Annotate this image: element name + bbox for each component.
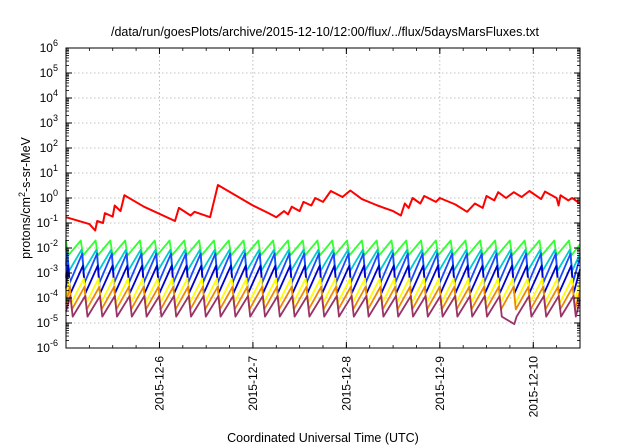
y-tick-base: 10 bbox=[40, 116, 54, 130]
y-tick-label: 10-2 bbox=[37, 238, 58, 255]
y-tick-exp: 1 bbox=[53, 163, 58, 173]
y-tick-label: 10-6 bbox=[37, 338, 58, 355]
y-tick-exp: -4 bbox=[50, 288, 58, 298]
y-tick-base: 10 bbox=[40, 141, 54, 155]
series-line bbox=[65, 295, 581, 325]
y-tick-base: 10 bbox=[37, 241, 51, 255]
y-tick-label: 10-4 bbox=[37, 288, 58, 305]
y-tick-exp: -2 bbox=[50, 238, 58, 248]
y-tick-base: 10 bbox=[40, 91, 54, 105]
y-tick-exp: 5 bbox=[53, 63, 58, 73]
y-tick-exp: -1 bbox=[50, 213, 58, 223]
y-tick-base: 10 bbox=[37, 341, 51, 355]
y-tick-label: 101 bbox=[40, 163, 58, 180]
y-tick-exp: 0 bbox=[53, 188, 58, 198]
x-tick-label: 2015-12-7 bbox=[246, 356, 260, 411]
y-tick-base: 10 bbox=[37, 216, 51, 230]
y-tick-base: 10 bbox=[37, 266, 51, 280]
y-tick-exp: -5 bbox=[50, 313, 58, 323]
x-tick-label: 2015-12-9 bbox=[433, 356, 447, 411]
x-tick-label: 2015-12-8 bbox=[339, 356, 353, 411]
y-tick-exp: -6 bbox=[50, 338, 58, 348]
series-layer bbox=[65, 184, 581, 325]
y-axis-label: protons/cm2-s-sr-MeV bbox=[17, 136, 33, 258]
y-tick-label: 104 bbox=[40, 88, 58, 105]
x-tick-label: 2015-12-10 bbox=[526, 356, 540, 418]
y-tick-base: 10 bbox=[37, 291, 51, 305]
y-tick-base: 10 bbox=[40, 166, 54, 180]
x-axis-label: Coordinated Universal Time (UTC) bbox=[227, 431, 419, 445]
y-tick-exp: -3 bbox=[50, 263, 58, 273]
chart-title: /data/run/goesPlots/archive/2015-12-10/1… bbox=[111, 25, 540, 39]
x-axis: 2015-12-6 2015-12-7 2015-12-8 2015-12-9 2015… bbox=[65, 48, 581, 418]
y-tick-label: 10-1 bbox=[37, 213, 58, 230]
y-tick-base: 10 bbox=[40, 191, 54, 205]
y-tick-exp: 6 bbox=[53, 38, 58, 48]
y-axis: 10610510410310210110010-110-210-310-410-… bbox=[37, 38, 580, 355]
y-axis-label-prefix: protons/cm bbox=[19, 197, 33, 259]
y-tick-exp: 4 bbox=[53, 88, 58, 98]
y-tick-base: 10 bbox=[40, 66, 54, 80]
y-tick-label: 105 bbox=[40, 63, 58, 80]
y-tick-exp: 2 bbox=[53, 138, 58, 148]
series-line-red bbox=[65, 184, 581, 232]
y-tick-base: 10 bbox=[37, 316, 51, 330]
y-axis-label-sup: 2 bbox=[17, 192, 27, 197]
y-axis-label-suffix: -s-sr-MeV bbox=[19, 136, 33, 192]
y-tick-label: 10-3 bbox=[37, 263, 58, 280]
x-tick-label: 2015-12-6 bbox=[152, 356, 166, 411]
y-tick-label: 10-5 bbox=[37, 313, 58, 330]
y-tick-label: 106 bbox=[40, 38, 58, 55]
y-tick-label: 100 bbox=[40, 188, 58, 205]
y-tick-label: 102 bbox=[40, 138, 58, 155]
y-tick-base: 10 bbox=[40, 41, 54, 55]
y-tick-exp: 3 bbox=[53, 113, 58, 123]
y-tick-label: 103 bbox=[40, 113, 58, 130]
